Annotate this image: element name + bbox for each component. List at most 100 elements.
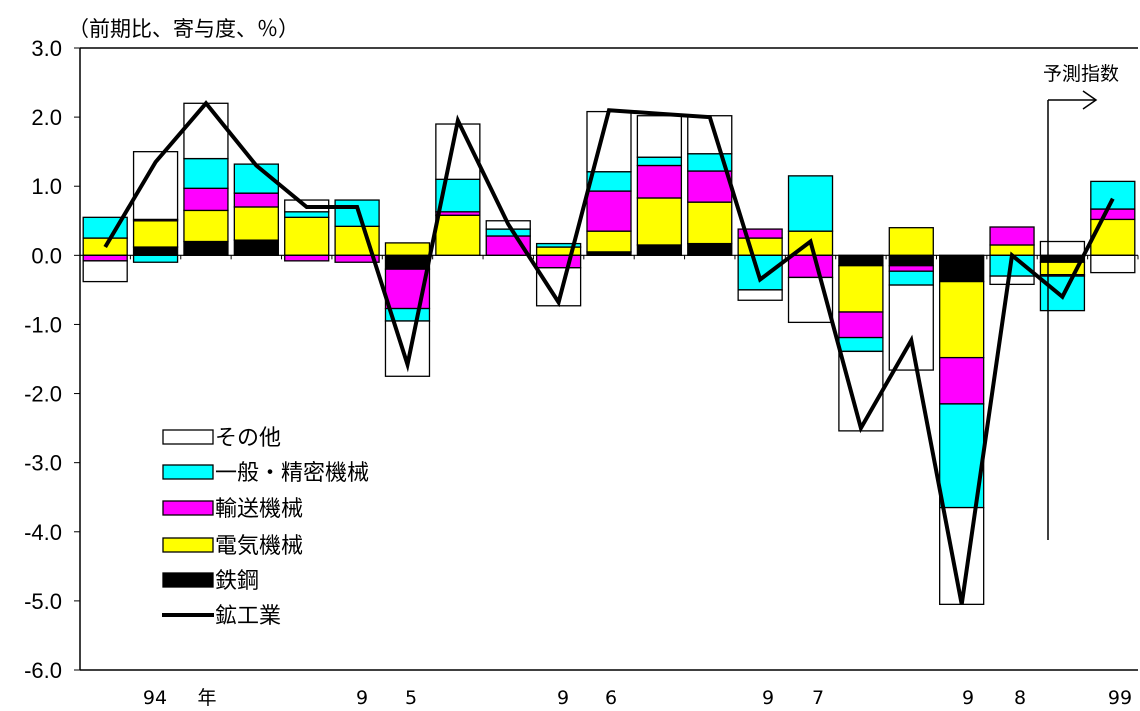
x-tick-label: 8 (1014, 687, 1026, 709)
axes (79, 47, 1139, 671)
bar-segment-general (1090, 180, 1136, 210)
x-tick-label: 9 (762, 687, 774, 709)
forecast-marker: 予測指数 (1043, 63, 1119, 540)
y-tick-label: -3.0 (24, 451, 62, 476)
legend-label: 輸送機械 (215, 497, 303, 522)
bar-segment-electrical (687, 201, 733, 245)
bar-segment-other (888, 284, 934, 371)
legend-item-transport: 輸送機械 (162, 497, 303, 522)
bar-segment-electrical (888, 227, 934, 256)
bar-segment-other (636, 115, 683, 158)
bar-segment-transport (183, 187, 229, 212)
bar-segment-transport (586, 190, 632, 232)
legend-swatch (162, 537, 214, 553)
bar-segment-transport (82, 254, 128, 262)
bar-segment-transport (787, 254, 834, 279)
y-tick-label: -4.0 (24, 520, 62, 545)
total-line-group (103, 100, 1115, 605)
bar-segment-transport (737, 228, 783, 239)
y-tick-label: 0.0 (31, 243, 62, 268)
legend-swatch (162, 572, 214, 588)
forecast-label: 予測指数 (1043, 63, 1119, 85)
bar-segment-general (132, 254, 179, 263)
bar-segment-transport (989, 226, 1035, 246)
x-tick-label: 99 (1108, 687, 1132, 709)
legend-label: 一般・精密機械 (215, 461, 369, 486)
bar-segment-other (838, 350, 884, 432)
bar-segment-transport (636, 164, 683, 199)
bar-segment-steel (939, 254, 985, 283)
bar-segment-electrical (737, 237, 783, 256)
y-tick-label: 3.0 (31, 36, 62, 61)
x-axis-ticks: 94 年 9 5 9 6 9 7 9 8 99 (143, 687, 1132, 709)
legend-item-other: その他 (162, 426, 281, 451)
bar-segment-transport (939, 356, 985, 405)
bar-segment-steel (687, 242, 733, 256)
bar-segment-other (183, 102, 229, 160)
y-tick-label: -6.0 (24, 658, 62, 683)
bar-stacks (82, 102, 1136, 605)
forecast-arrow-head (1082, 90, 1098, 110)
legend-swatch (162, 429, 214, 445)
x-tick-label: 年 (197, 687, 216, 709)
bar-segment-general (535, 242, 582, 248)
bar-segment-electrical (636, 197, 683, 246)
bar-segment-electrical (838, 265, 884, 313)
legend-item-line: 鉱工業 (162, 604, 281, 629)
y-tick-label: -5.0 (24, 589, 62, 614)
x-tick-label: 9 (557, 687, 569, 709)
bar-segment-other (82, 260, 128, 283)
bar-segment-general (787, 175, 834, 232)
bar-segment-transport (838, 311, 884, 339)
bar-segment-transport (233, 192, 279, 208)
bar-segment-electrical (233, 206, 279, 241)
legend-item-general: 一般・精密機械 (162, 461, 369, 486)
legend-swatch (162, 464, 214, 480)
legend-label: その他 (215, 426, 281, 451)
bar-segment-electrical (284, 216, 330, 256)
legend-label: 鉄鋼 (215, 569, 259, 594)
legend-swatch (162, 500, 214, 516)
bar-segment-general (636, 156, 683, 167)
bar-segment-electrical (939, 280, 985, 359)
x-tick-label: 9 (356, 687, 368, 709)
x-tick-label: 9 (962, 687, 974, 709)
bar-segment-general (183, 157, 229, 189)
y-axis-ticks: 3.0 2.0 1.0 0.0 -1.0 -2.0 -3.0 -4.0 -5.0 -6.0 (24, 36, 80, 683)
bar-segment-steel (233, 239, 279, 256)
legend-item-steel: 鉄鋼 (162, 569, 259, 594)
bar-segment-general (485, 228, 531, 237)
total-line (103, 100, 1115, 605)
bar-segment-electrical (435, 214, 481, 256)
bar-segment-general (82, 216, 128, 239)
bar-segment-electrical (384, 242, 431, 256)
legend-label: 電気機械 (215, 534, 303, 559)
x-tick-label: 5 (405, 687, 417, 709)
y-tick-label: -2.0 (24, 382, 62, 407)
y-tick-label: 2.0 (31, 105, 62, 130)
bar-segment-steel (384, 254, 431, 270)
bar-segment-steel (183, 240, 229, 256)
bar-segment-other (1090, 254, 1136, 274)
x-tick-label: 94 (143, 687, 167, 709)
bar-segment-electrical (183, 209, 229, 243)
bar-segment-other (737, 289, 783, 301)
bar-segment-steel (1039, 254, 1086, 263)
bar-segment-steel (838, 254, 884, 267)
bar-segment-transport (687, 170, 733, 203)
legend-item-electrical: 電気機械 (162, 534, 303, 559)
bar-segment-general (737, 254, 783, 291)
unit-label: （前期比、寄与度、％） (68, 17, 299, 41)
bar-segment-electrical (132, 220, 179, 248)
legend-label: 鉱工業 (215, 604, 281, 629)
bar-segment-general (888, 270, 934, 286)
bar-segment-other (1039, 240, 1086, 256)
bar-segment-transport (535, 254, 582, 269)
y-tick-label: -1.0 (24, 312, 62, 337)
bar-segment-other (989, 275, 1035, 286)
bar-segment-steel (636, 244, 683, 256)
bar-segment-general (284, 211, 330, 218)
bar-segment-transport (1090, 208, 1136, 221)
